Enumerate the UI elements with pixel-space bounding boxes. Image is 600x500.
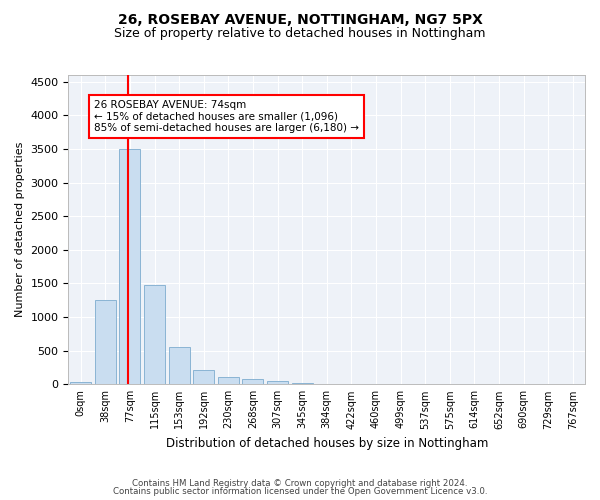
Bar [70, 382, 91, 384]
Text: 26 ROSEBAY AVENUE: 74sqm
← 15% of detached houses are smaller (1,096)
85% of sem: 26 ROSEBAY AVENUE: 74sqm ← 15% of detach… [94, 100, 359, 133]
Bar [267, 381, 288, 384]
Bar [119, 149, 140, 384]
Text: 26, ROSEBAY AVENUE, NOTTINGHAM, NG7 5PX: 26, ROSEBAY AVENUE, NOTTINGHAM, NG7 5PX [118, 12, 482, 26]
Text: Contains HM Land Registry data © Crown copyright and database right 2024.: Contains HM Land Registry data © Crown c… [132, 478, 468, 488]
Bar [292, 383, 313, 384]
Bar [144, 286, 165, 384]
Bar [169, 346, 190, 385]
Bar [193, 370, 214, 384]
Bar [242, 379, 263, 384]
Text: Contains public sector information licensed under the Open Government Licence v3: Contains public sector information licen… [113, 487, 487, 496]
Text: Size of property relative to detached houses in Nottingham: Size of property relative to detached ho… [114, 28, 486, 40]
Bar [218, 376, 239, 384]
Y-axis label: Number of detached properties: Number of detached properties [15, 142, 25, 318]
Bar [95, 300, 116, 384]
X-axis label: Distribution of detached houses by size in Nottingham: Distribution of detached houses by size … [166, 437, 488, 450]
